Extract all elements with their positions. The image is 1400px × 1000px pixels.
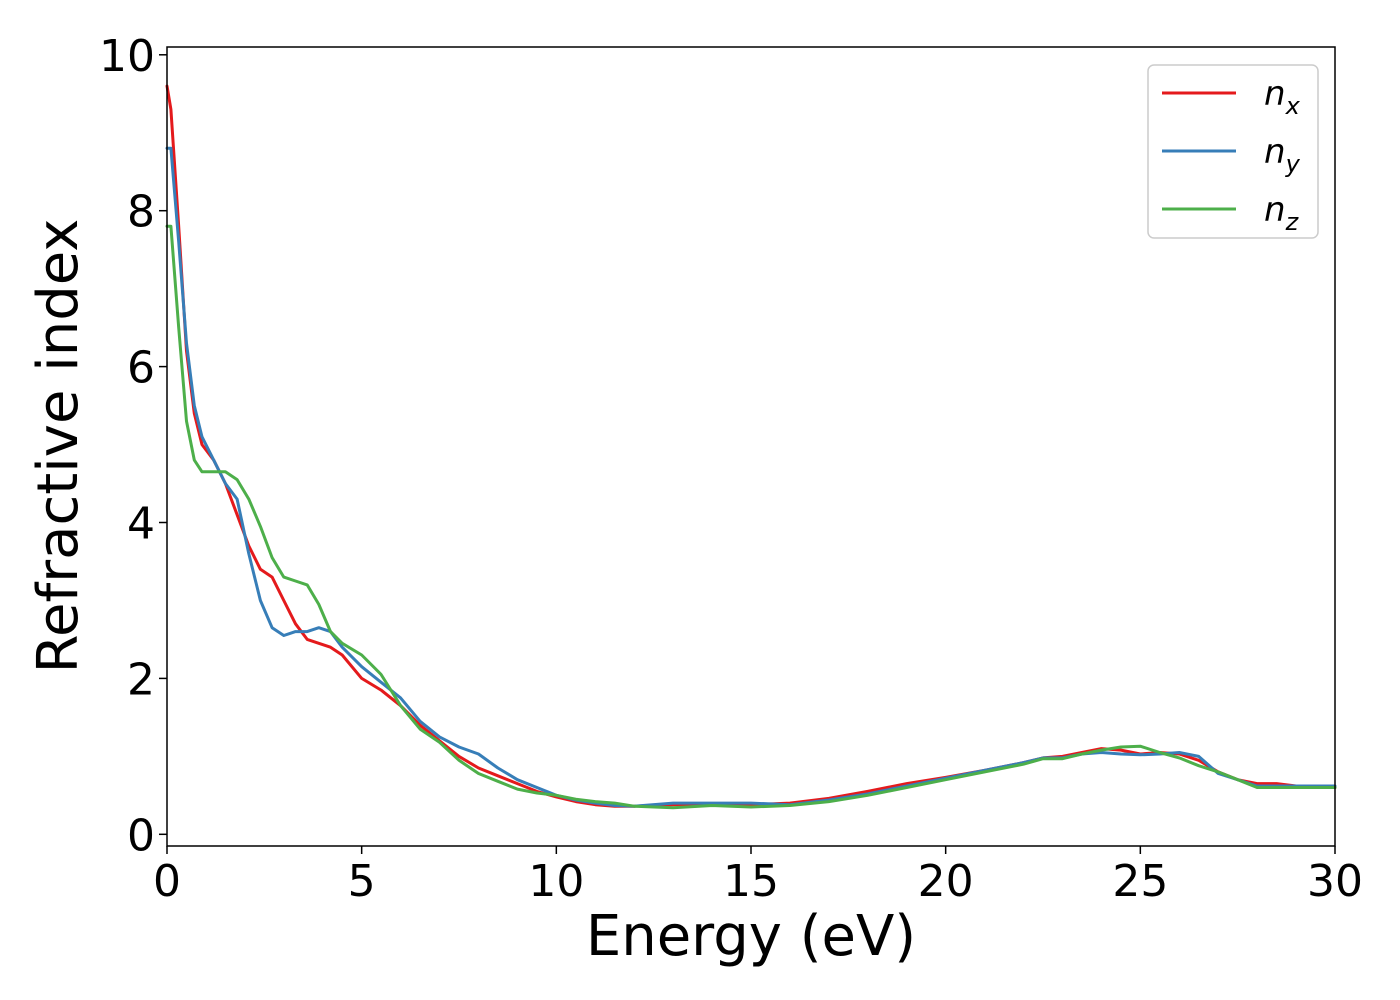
y-tick-label: 2 xyxy=(127,654,155,705)
x-tick-label: 5 xyxy=(348,856,376,907)
y-axis-label: Refractive index xyxy=(26,219,91,674)
series-line-nz xyxy=(165,224,1337,810)
y-tick-label: 6 xyxy=(127,343,155,394)
x-tick-label: 0 xyxy=(153,856,181,907)
y-axis-ticks: 0 2 4 6 8 10 xyxy=(99,31,167,861)
plot-background xyxy=(167,47,1335,846)
y-tick-label: 8 xyxy=(127,187,155,238)
series-layer xyxy=(165,84,1337,810)
x-tick-label: 25 xyxy=(1112,856,1168,907)
x-tick-label: 15 xyxy=(723,856,779,907)
y-tick-label: 0 xyxy=(127,810,155,861)
x-tick-label: 20 xyxy=(918,856,974,907)
legend-subscript: y xyxy=(1285,150,1301,178)
x-tick-label: 30 xyxy=(1307,856,1363,907)
x-tick-label: 10 xyxy=(528,856,584,907)
legend-subscript: x xyxy=(1285,92,1301,120)
legend-subscript: z xyxy=(1285,208,1300,236)
y-tick-label: 4 xyxy=(127,499,155,550)
x-axis-label: Energy (eV) xyxy=(586,904,916,969)
y-tick-label: 10 xyxy=(99,31,155,82)
x-axis-ticks: 0 5 10 15 20 25 30 xyxy=(153,846,1363,907)
